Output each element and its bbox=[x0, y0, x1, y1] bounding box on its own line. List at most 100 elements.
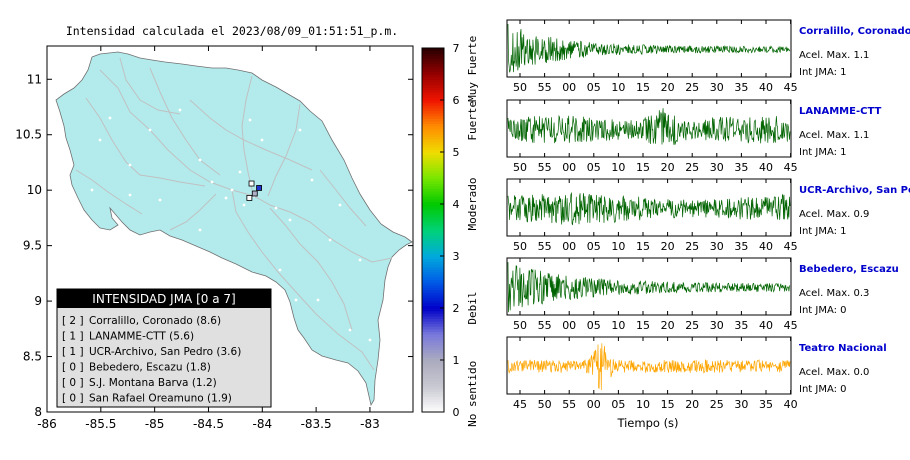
colorbar-segment bbox=[422, 227, 444, 231]
colorbar-segment bbox=[422, 185, 444, 189]
time-tick-label: 35 bbox=[734, 161, 748, 174]
jma-intensity: Int JMA: 1 bbox=[799, 226, 847, 237]
time-tick-label: 30 bbox=[710, 240, 724, 253]
station-markers bbox=[246, 180, 262, 201]
colorbar-segment bbox=[422, 105, 444, 109]
colorbar-segment bbox=[422, 276, 444, 280]
time-tick-label: 45 bbox=[784, 161, 798, 174]
colorbar-segment bbox=[422, 175, 444, 179]
colorbar-segment bbox=[422, 331, 444, 335]
time-tick-label: 20 bbox=[661, 240, 675, 253]
colorbar-segment bbox=[422, 206, 444, 210]
colorbar-segment bbox=[422, 180, 444, 184]
colorbar-segment bbox=[422, 266, 444, 270]
colorbar-segment bbox=[422, 188, 444, 192]
colorbar-segment bbox=[422, 209, 444, 213]
time-tick-label: 00 bbox=[562, 81, 576, 94]
colorbar-segment bbox=[422, 222, 444, 226]
colorbar-tick-label: 3 bbox=[453, 250, 460, 263]
colorbar-segment bbox=[422, 159, 444, 163]
colorbar-category-label: Debil bbox=[466, 291, 479, 324]
jma-intensity: Int JMA: 1 bbox=[799, 147, 847, 158]
colorbar-segment bbox=[422, 341, 444, 345]
colorbar-segment bbox=[422, 92, 444, 96]
colorbar-segment bbox=[422, 409, 444, 413]
time-tick-label: 55 bbox=[538, 319, 552, 332]
town-dot bbox=[274, 206, 278, 210]
colorbar-segment bbox=[422, 284, 444, 288]
colorbar-segment bbox=[422, 76, 444, 80]
time-tick-label: 15 bbox=[636, 319, 650, 332]
colorbar-segment bbox=[422, 256, 444, 260]
colorbar-tick-label: 2 bbox=[453, 302, 460, 315]
legend-row-intensity: [ 1 ] bbox=[62, 346, 84, 358]
colorbar-category-label: No sentido bbox=[466, 361, 479, 427]
town-dot bbox=[224, 196, 228, 200]
colorbar-segment bbox=[422, 48, 444, 52]
seismogram-trace bbox=[507, 108, 791, 145]
time-axis-label: Tiempo (s) bbox=[616, 416, 678, 430]
colorbar-segment bbox=[422, 118, 444, 122]
town-dot bbox=[128, 163, 132, 167]
time-tick-label: 00 bbox=[562, 240, 576, 253]
colorbar-segment bbox=[422, 230, 444, 234]
colorbar-tick-label: 6 bbox=[453, 94, 460, 107]
town-dot bbox=[210, 180, 214, 184]
time-tick-label: 10 bbox=[611, 319, 625, 332]
town-dot bbox=[310, 178, 314, 182]
colorbar-segment bbox=[422, 211, 444, 215]
station-name: Teatro Nacional bbox=[799, 343, 887, 354]
station-marker bbox=[246, 195, 253, 201]
time-tick-label: 30 bbox=[734, 398, 748, 411]
colorbar-segment bbox=[422, 354, 444, 358]
time-tick-label: 35 bbox=[734, 319, 748, 332]
time-tick-label: 45 bbox=[784, 319, 798, 332]
colorbar-tick-label: 5 bbox=[453, 146, 460, 159]
town-dot bbox=[108, 116, 112, 120]
colorbar-segment bbox=[422, 383, 444, 387]
time-tick-label: 30 bbox=[710, 81, 724, 94]
time-tick-label: 55 bbox=[538, 161, 552, 174]
jma-intensity: Int JMA: 1 bbox=[799, 67, 847, 78]
colorbar-segment bbox=[422, 110, 444, 114]
time-tick-label: 25 bbox=[685, 161, 699, 174]
lat-tick-label: 8.5 bbox=[23, 350, 42, 364]
colorbar-segment bbox=[422, 344, 444, 348]
station-name: Corralillo, Coronado bbox=[799, 26, 910, 37]
colorbar-segment bbox=[422, 315, 444, 319]
max-acceleration: Acel. Max. 0.0 bbox=[799, 367, 869, 378]
colorbar-segment bbox=[422, 154, 444, 158]
time-tick-label: 50 bbox=[513, 319, 527, 332]
seismogram-trace bbox=[507, 262, 791, 313]
jma-intensity: Int JMA: 0 bbox=[799, 384, 847, 395]
time-tick-label: 35 bbox=[759, 398, 773, 411]
legend-rows: [ 2 ] Corralillo, Coronado (8.6) [ 1 ] LANA… bbox=[62, 315, 241, 405]
colorbar-segment bbox=[422, 66, 444, 70]
colorbar-category-label: Muy Fuerte bbox=[466, 36, 479, 102]
town-dot bbox=[198, 158, 202, 162]
colorbar-segment bbox=[422, 146, 444, 150]
max-acceleration: Acel. Max. 0.3 bbox=[799, 288, 869, 299]
colorbar-segment bbox=[422, 144, 444, 148]
time-tick-label: 20 bbox=[661, 81, 675, 94]
colorbar-segment bbox=[422, 84, 444, 88]
station-name: LANAMME-CTT bbox=[799, 106, 881, 117]
map-title: Intensidad calculada el 2023/08/09_01:51… bbox=[66, 24, 398, 38]
colorbar-segment bbox=[422, 149, 444, 153]
legend-row-intensity: [ 0 ] bbox=[62, 377, 84, 389]
colorbar-segment bbox=[422, 79, 444, 83]
time-tick-label: 10 bbox=[611, 161, 625, 174]
town-dot bbox=[198, 228, 202, 232]
station-marker bbox=[256, 185, 262, 191]
colorbar-segment bbox=[422, 204, 444, 208]
lat-tick-label: 8 bbox=[34, 405, 42, 419]
colorbar-category-label: Fuerte bbox=[466, 101, 479, 141]
colorbar-segment bbox=[422, 370, 444, 374]
time-tick-label: 25 bbox=[685, 81, 699, 94]
colorbar-segment bbox=[422, 107, 444, 111]
colorbar-segment bbox=[422, 349, 444, 353]
seismogram-trace bbox=[507, 23, 791, 73]
legend-row-station: S.J. Montana Barva (1.2) bbox=[89, 377, 217, 389]
time-tick-label: 35 bbox=[734, 81, 748, 94]
time-tick-label: 10 bbox=[611, 81, 625, 94]
